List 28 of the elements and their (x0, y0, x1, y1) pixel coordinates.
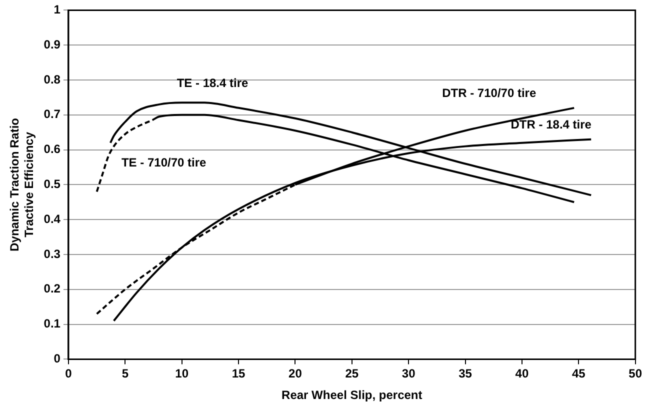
y-tick-label: 0.8 (44, 72, 61, 86)
x-tick-label: 25 (345, 366, 359, 381)
y-tick-label: 0.2 (44, 282, 61, 296)
y-tick-label: 0.6 (44, 142, 61, 156)
y-tick-label: 0 (54, 352, 61, 366)
y-axis-title: Dynamic Traction Ratio Tractive Efficiency (8, 118, 36, 252)
x-tick-label: 20 (288, 366, 302, 381)
x-tick-label: 40 (515, 366, 529, 381)
x-axis-title: Rear Wheel Slip, percent (282, 388, 422, 402)
x-tick-label: 10 (175, 366, 189, 381)
series-label: DTR - 18.4 tire (510, 118, 592, 132)
x-tick-label: 0 (65, 366, 72, 381)
y-tick-label: 0.7 (44, 107, 61, 122)
series-label: DTR - 710/70 tire (442, 86, 536, 100)
y-tick-label: 0.9 (44, 37, 61, 52)
x-tick-label: 45 (572, 366, 586, 381)
x-tick-label: 5 (122, 366, 129, 381)
y-tick-label: 0.4 (44, 212, 61, 226)
x-tick-label: 30 (402, 366, 416, 381)
y-tick-label: 0.5 (44, 177, 61, 192)
x-tick-label: 50 (628, 366, 642, 381)
y-tick-label: 0.1 (44, 316, 61, 331)
x-tick-label: 15 (232, 366, 246, 381)
y-tick-label: 1 (54, 2, 61, 17)
y-tick-label: 0.3 (44, 246, 61, 261)
series-label: TE - 710/70 tire (121, 156, 207, 170)
series-label: TE - 18.4 tire (176, 76, 249, 90)
x-tick-label: 35 (458, 366, 472, 381)
